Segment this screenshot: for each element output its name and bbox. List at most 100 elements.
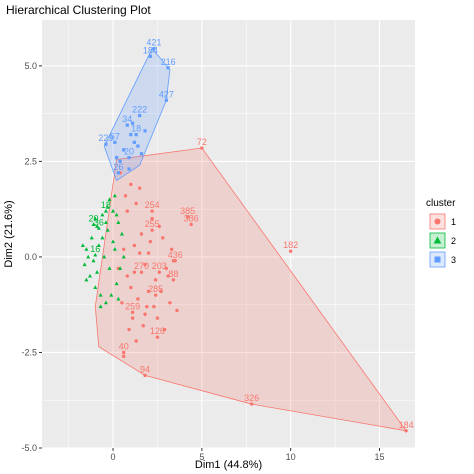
cluster-2-point (100, 235, 105, 240)
point-label: 67 (110, 131, 120, 141)
cluster-1-point (153, 278, 158, 282)
cluster-2-point (107, 197, 112, 202)
cluster-2-point (102, 254, 107, 259)
cluster-2-point (116, 296, 121, 301)
cluster-1-point (159, 289, 163, 294)
y-tick-label: -2.5 (21, 347, 37, 357)
point-label: 229 (98, 133, 113, 143)
cluster-2-point (109, 292, 114, 297)
cluster-1-point (125, 209, 129, 213)
y-axis-ticks: -5.0 -2.5 0.0 2.5 5.0 (21, 61, 42, 453)
cluster-2-point (98, 292, 103, 297)
cluster-1-point (143, 262, 147, 267)
legend-square-icon (434, 256, 441, 263)
cluster-1-point (134, 339, 138, 343)
cluster-2-point (87, 273, 92, 278)
point-label: 34 (122, 114, 132, 124)
point-label: 40 (119, 341, 129, 351)
cluster-2-point (119, 231, 124, 236)
cluster-1-point (143, 373, 147, 378)
cluster-2-point (111, 208, 116, 213)
cluster-1-point (141, 324, 145, 328)
cluster-1-point (288, 249, 293, 253)
cluster-1-point (132, 270, 137, 274)
legend-triangle-icon (433, 236, 442, 244)
point-label: 36 (94, 217, 104, 227)
cluster-1-point (137, 251, 142, 255)
point-label: 20 (124, 147, 134, 157)
cluster-2-point (93, 216, 98, 221)
point-label: 427 (159, 89, 174, 99)
cluster-1-point (150, 228, 154, 232)
point-label: 182 (283, 240, 298, 250)
cluster-1-point (130, 316, 135, 320)
cluster-3-point (118, 159, 122, 163)
legend-label-1: 1 (451, 217, 456, 227)
legend-circle-icon (434, 218, 441, 225)
point-label: 16 (90, 244, 100, 254)
cluster-1-hull (94, 147, 408, 432)
x-tick-label: 10 (286, 452, 296, 462)
cluster-1-point (122, 247, 126, 251)
cluster-1-point (145, 304, 149, 309)
cluster-1-point (155, 316, 160, 320)
point-label: 436 (168, 250, 183, 260)
cluster-3-point (129, 133, 133, 137)
cluster-1-point (164, 266, 169, 271)
cluster-3-point (132, 140, 136, 144)
point-label: 259 (125, 301, 140, 311)
cluster-1-point (129, 285, 133, 290)
cluster-1-point (249, 402, 254, 406)
cluster-1-point (122, 354, 126, 358)
point-label: 326 (244, 393, 259, 403)
cluster-1-point (166, 274, 170, 278)
cluster-2-point (84, 247, 89, 251)
point-label: 126 (150, 326, 165, 336)
cluster-2-point (114, 281, 119, 286)
y-tick-label: 5.0 (24, 61, 37, 71)
cluster-3-point (139, 152, 144, 156)
cluster-3-point (115, 155, 119, 160)
cluster-3-point (116, 171, 120, 175)
point-label: 94 (140, 364, 150, 374)
cluster-2-point (84, 277, 89, 282)
cluster-2-point (118, 266, 123, 270)
cluster-2-point (103, 208, 108, 213)
cluster-1-point (132, 243, 137, 248)
grid-lines (42, 20, 415, 449)
point-label: 216 (161, 57, 176, 67)
cluster-3-point (148, 54, 152, 58)
cluster-1-point (404, 429, 408, 433)
cluster-3-point (138, 113, 142, 118)
cluster-3-point (104, 142, 108, 146)
cluster-2-point (98, 304, 103, 309)
cluster-1-point (169, 247, 174, 251)
data-points (80, 47, 408, 433)
x-tick-label: 0 (111, 452, 116, 462)
point-label: 386 (184, 213, 199, 223)
point-label: 385 (180, 206, 195, 216)
cluster-2-point (107, 266, 112, 270)
cluster-2-point (96, 226, 101, 230)
cluster-2-point (114, 212, 119, 217)
y-tick-label: 2.5 (24, 156, 37, 166)
cluster-3-point (113, 140, 117, 144)
cluster-hulls (94, 47, 408, 432)
cluster-1-point (157, 224, 161, 229)
cluster-3-point (143, 129, 147, 133)
cluster-2-point (82, 262, 87, 267)
cluster-3-point (166, 66, 170, 70)
cluster-2-point (105, 227, 110, 232)
cluster-1-point (143, 312, 147, 316)
cluster-2-point (91, 222, 96, 226)
cluster-3-point (152, 47, 156, 51)
cluster-1-point (173, 259, 177, 263)
cluster-2-point (103, 220, 108, 225)
plot-panel (42, 20, 415, 448)
cluster-3-point (125, 123, 129, 127)
cluster-1-point (162, 327, 167, 332)
cluster-2-point (93, 285, 98, 289)
cluster-1-point (134, 201, 138, 206)
cluster-2-point (103, 300, 108, 305)
